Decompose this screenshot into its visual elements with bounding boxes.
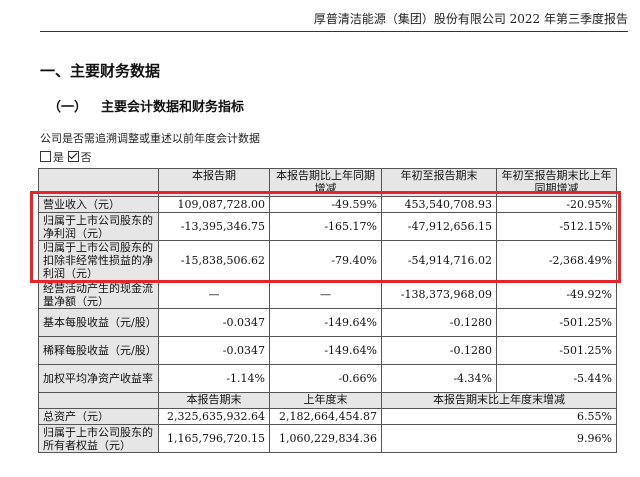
table1-header-current-period: 本报告期 — [158, 168, 270, 197]
section-title: 一、主要财务数据 — [40, 62, 161, 80]
cell-value: -149.64% — [269, 336, 382, 365]
table-row: 归属于上市公司股东的净利润（元） -13,395,346.75 -165.17%… — [38, 212, 617, 241]
cell-value: 6.55% — [381, 408, 617, 425]
row-label: 归属于上市公司股东的所有者权益（元） — [38, 424, 159, 453]
cell-value: -49.92% — [496, 280, 617, 309]
table-row: 基本每股收益（元/股） -0.0347 -149.64% -0.1280 -50… — [38, 308, 617, 337]
table-row: 加权平均净资产收益率 -1.14% -0.66% -4.34% -5.44% — [38, 364, 617, 393]
row-label: 经营活动产生的现金流量净额（元） — [38, 280, 159, 309]
report-header-title: 厚普清洁能源（集团）股份有限公司 2022 年第三季度报告 — [313, 12, 628, 26]
cell-value: -47,912,656.15 — [381, 212, 497, 241]
table2-header-blank — [38, 392, 159, 409]
row-label: 加权平均净资产收益率 — [38, 364, 159, 393]
table2-header-period-end: 本报告期末 — [158, 392, 270, 409]
table1-header-ytd: 年初至报告期末 — [381, 168, 497, 197]
cell-value: -0.1280 — [381, 336, 497, 365]
subsection-text: 主要会计数据和财务指标 — [101, 100, 245, 115]
cell-value: -1.14% — [158, 364, 270, 393]
row-label: 总资产（元） — [38, 408, 159, 425]
cell-value: -512.15% — [496, 212, 617, 241]
table-row: 归属于上市公司股东的所有者权益（元） 1,165,796,720.15 1,06… — [38, 424, 617, 453]
option-no-label: 否 — [80, 151, 92, 164]
table2-header-prior-year-end: 上年度末 — [269, 392, 382, 409]
cell-value: -2,368.49% — [496, 240, 617, 281]
cell-value: -138,373,968.09 — [381, 280, 497, 309]
subsection-number: （一） — [48, 100, 88, 115]
row-label: 营业收入（元） — [38, 196, 159, 213]
cell-value: 9.96% — [381, 424, 617, 453]
row-label: 基本每股收益（元/股） — [38, 308, 159, 337]
table-row: 经营活动产生的现金流量净额（元） — — -138,373,968.09 -49… — [38, 280, 617, 309]
table1-header-blank — [38, 168, 159, 197]
header-divider — [40, 31, 628, 32]
cell-value: 453,540,708.93 — [381, 196, 497, 213]
cell-value: 1,165,796,720.15 — [158, 424, 270, 453]
cell-value: -5.44% — [496, 364, 617, 393]
option-yes-label: 是 — [53, 151, 64, 164]
financial-data-table: 本报告期 本报告期比上年同期增减 年初至报告期末 年初至报告期末比上年同期增减 … — [38, 168, 617, 453]
checkbox-yes[interactable] — [40, 151, 51, 162]
cell-value: 109,087,728.00 — [158, 196, 270, 213]
cell-value: -15,838,506.62 — [158, 240, 270, 281]
cell-value: 1,060,229,834.36 — [269, 424, 382, 453]
cell-value: -501.25% — [496, 336, 617, 365]
table-row: 总资产（元） 2,325,635,932.64 2,182,664,454.87… — [38, 408, 617, 425]
cell-value: -20.95% — [496, 196, 617, 213]
cell-value: 2,182,664,454.87 — [269, 408, 382, 425]
cell-value: -149.64% — [269, 308, 382, 337]
restatement-question: 公司是否需追溯调整或重述以前年度会计数据 — [40, 132, 260, 145]
restatement-choice: 是 否 — [40, 149, 92, 165]
row-label: 归属于上市公司股东的扣除非经常性损益的净利润（元） — [38, 240, 159, 281]
cell-value: -4.34% — [381, 364, 497, 393]
table2-header-row: 本报告期末 上年度末 本报告期末比上年度末增减 — [38, 392, 617, 409]
cell-value: -0.0347 — [158, 308, 270, 337]
cell-value: -0.1280 — [381, 308, 497, 337]
cell-value: -501.25% — [496, 308, 617, 337]
cell-value: -13,395,346.75 — [158, 212, 270, 241]
cell-value: -0.66% — [269, 364, 382, 393]
checkbox-no[interactable] — [67, 151, 79, 162]
table1-header-row: 本报告期 本报告期比上年同期增减 年初至报告期末 年初至报告期末比上年同期增减 — [38, 168, 617, 197]
cell-value: -49.59% — [269, 196, 382, 213]
cell-value: -165.17% — [269, 212, 382, 241]
table1-header-current-change: 本报告期比上年同期增减 — [269, 168, 382, 197]
cell-value: — — [269, 280, 382, 309]
table2-header-change: 本报告期末比上年度末增减 — [381, 392, 617, 409]
table1-header-ytd-change: 年初至报告期末比上年同期增减 — [496, 168, 617, 197]
table-row: 营业收入（元） 109,087,728.00 -49.59% 453,540,7… — [38, 196, 617, 213]
row-label: 归属于上市公司股东的净利润（元） — [38, 212, 159, 241]
cell-value: 2,325,635,932.64 — [158, 408, 270, 425]
cell-value: -54,914,716.02 — [381, 240, 497, 281]
table-row: 稀释每股收益（元/股） -0.0347 -149.64% -0.1280 -50… — [38, 336, 617, 365]
cell-value: -79.40% — [269, 240, 382, 281]
row-label: 稀释每股收益（元/股） — [38, 336, 159, 365]
cell-value: — — [158, 280, 270, 309]
subsection-title: （一） 主要会计数据和财务指标 — [48, 96, 244, 115]
cell-value: -0.0347 — [158, 336, 270, 365]
table-row: 归属于上市公司股东的扣除非经常性损益的净利润（元） -15,838,506.62… — [38, 240, 617, 281]
